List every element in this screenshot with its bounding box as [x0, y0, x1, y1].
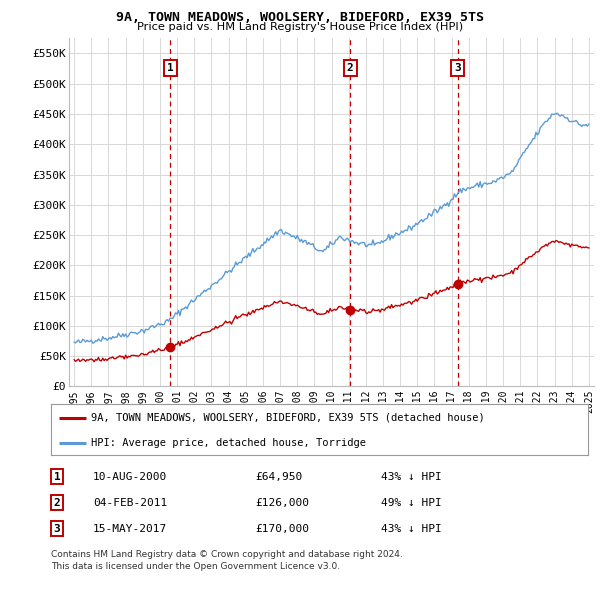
Text: £64,950: £64,950	[255, 472, 302, 481]
Text: 49% ↓ HPI: 49% ↓ HPI	[381, 498, 442, 507]
Text: 1: 1	[53, 472, 61, 481]
Text: 9A, TOWN MEADOWS, WOOLSERY, BIDEFORD, EX39 5TS (detached house): 9A, TOWN MEADOWS, WOOLSERY, BIDEFORD, EX…	[91, 412, 485, 422]
Text: 04-FEB-2011: 04-FEB-2011	[93, 498, 167, 507]
Text: 1: 1	[167, 63, 174, 73]
Text: 10-AUG-2000: 10-AUG-2000	[93, 472, 167, 481]
Text: 9A, TOWN MEADOWS, WOOLSERY, BIDEFORD, EX39 5TS: 9A, TOWN MEADOWS, WOOLSERY, BIDEFORD, EX…	[116, 11, 484, 24]
Text: £170,000: £170,000	[255, 524, 309, 533]
Text: £126,000: £126,000	[255, 498, 309, 507]
Text: 43% ↓ HPI: 43% ↓ HPI	[381, 524, 442, 533]
Text: 3: 3	[53, 524, 61, 533]
Text: 43% ↓ HPI: 43% ↓ HPI	[381, 472, 442, 481]
Text: Contains HM Land Registry data © Crown copyright and database right 2024.: Contains HM Land Registry data © Crown c…	[51, 550, 403, 559]
Text: 15-MAY-2017: 15-MAY-2017	[93, 524, 167, 533]
Text: 2: 2	[347, 63, 353, 73]
Text: 2: 2	[53, 498, 61, 507]
Text: Price paid vs. HM Land Registry's House Price Index (HPI): Price paid vs. HM Land Registry's House …	[137, 22, 463, 32]
Text: 3: 3	[455, 63, 461, 73]
Text: HPI: Average price, detached house, Torridge: HPI: Average price, detached house, Torr…	[91, 438, 366, 447]
Text: This data is licensed under the Open Government Licence v3.0.: This data is licensed under the Open Gov…	[51, 562, 340, 571]
